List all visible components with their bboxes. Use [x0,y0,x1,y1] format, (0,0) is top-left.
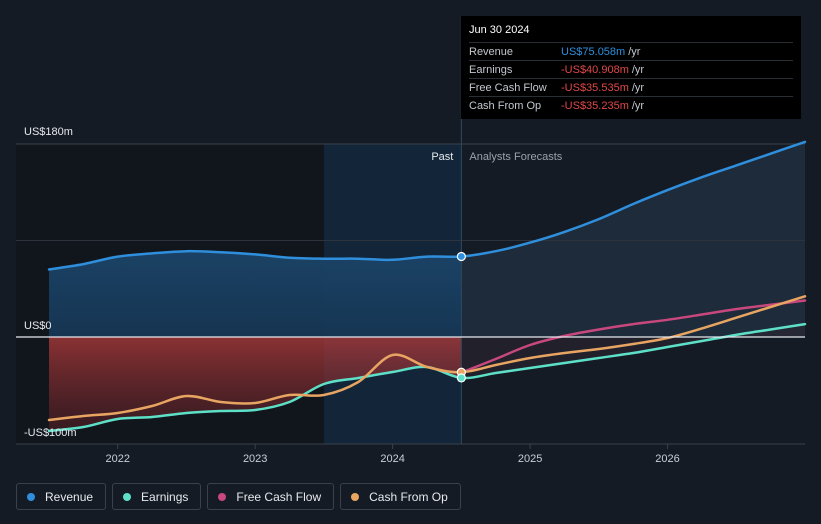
tooltip-row-revenue: Revenue US$75.058m /yr [469,42,793,60]
tooltip-value: -US$40.908m [561,63,629,76]
earnings-marker [456,373,466,383]
free-cash-flow-line [460,299,807,374]
legend-label: Free Cash Flow [236,489,322,504]
revenue-marker [456,251,466,262]
legend-item-cash-from-op[interactable]: Cash From Op [340,483,461,510]
legend-item-earnings[interactable]: Earnings [112,483,202,510]
legend-item-free-cash-flow[interactable]: Free Cash Flow [207,483,335,510]
earnings-area-past [49,337,462,431]
legend-label: Revenue [45,489,94,504]
legend-label: Earnings [141,489,189,504]
tooltip-label: Earnings [469,63,513,76]
y-label-bottom: -US$100m [24,427,77,439]
x-tick-label: 2023 [243,453,267,465]
y-label-zero: US$0 [24,320,52,332]
tooltip-unit: /yr [628,45,641,58]
legend-label: Cash From Op [369,489,448,504]
tooltip-label: Cash From Op [469,99,542,112]
revenue-area-past [49,251,462,337]
cash-from-op-line [47,295,807,422]
legend-dot-icon [351,492,360,501]
y-label-top: US$180m [24,126,73,138]
tooltip-value: US$75.058m [561,45,626,58]
tooltip-unit: /yr [631,81,645,94]
tooltip-unit: /yr [631,63,645,76]
legend-item-revenue[interactable]: Revenue [16,483,107,510]
tooltip-unit: /yr [631,99,645,112]
legend-dot-icon [123,492,132,501]
tooltip-date: Jun 30 2024 [469,24,530,36]
tooltip-row-free-cash-flow: Free Cash Flow -US$35.535m /yr [469,78,793,96]
tooltip-value: -US$35.235m [561,99,629,112]
tooltip-label: Free Cash Flow [469,81,547,94]
legend: Revenue Earnings Free Cash Flow Cash Fro… [16,483,461,510]
x-tick-label: 2022 [105,453,129,465]
tooltip-row-cash-from-op: Cash From Op -US$35.235m /yr [469,96,793,114]
x-tick-label: 2024 [380,453,404,465]
tooltip-value: -US$35.535m [561,81,629,94]
tooltip-panel: Jun 30 2024 Revenue US$75.058m /yr Earni… [461,16,801,119]
forecast-label: Analysts Forecasts [469,151,562,163]
x-tick-label: 2025 [518,453,542,465]
revenue-line [47,140,807,271]
legend-dot-icon [218,492,227,501]
x-tick-label: 2026 [655,453,679,465]
legend-dot-icon [27,492,35,501]
tooltip-row-earnings: Earnings -US$40.908m /yr [469,60,793,78]
revenue-area-forecast [461,141,805,337]
tooltip-label: Revenue [469,45,514,58]
past-label: Past [431,151,453,163]
